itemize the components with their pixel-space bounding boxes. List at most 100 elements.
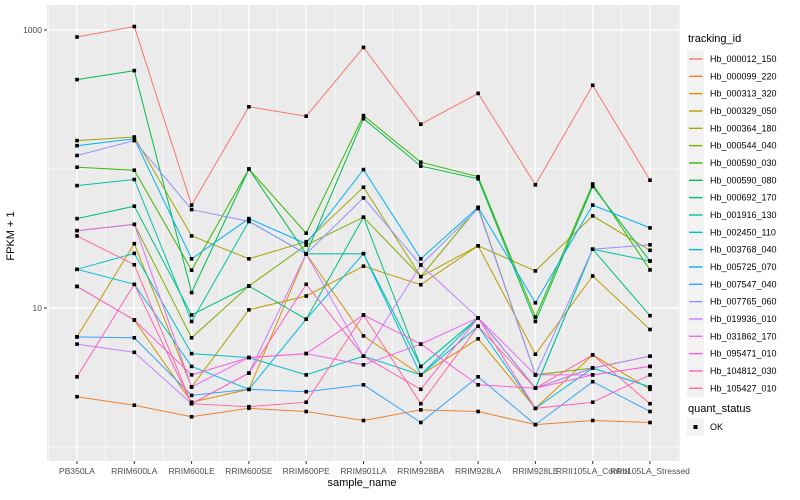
legend-item-label: Hb_003768_040 [710, 245, 777, 255]
data-point [189, 364, 194, 369]
data-point [533, 386, 538, 390]
data-point [361, 313, 366, 317]
data-point [361, 215, 366, 219]
data-point [189, 319, 194, 324]
legend-title-tracking-id: tracking_id [688, 33, 741, 45]
data-point [189, 207, 194, 212]
data-point [590, 274, 595, 278]
x-axis-title: sample_name [327, 477, 396, 489]
data-point [75, 394, 79, 399]
data-point [132, 204, 137, 208]
data-point [132, 24, 137, 29]
x-tick-label: RRIM600LA [111, 466, 158, 476]
data-point [361, 185, 366, 189]
legend-item-Hb_007547_040: Hb_007547_040 [687, 275, 777, 293]
data-point [590, 400, 595, 404]
data-point [361, 167, 366, 172]
legend-item-Hb_000012_150: Hb_000012_150 [687, 50, 777, 68]
data-point [590, 373, 595, 377]
data-point [189, 336, 194, 340]
data-point [361, 196, 366, 200]
data-point [419, 274, 423, 279]
data-point [419, 257, 423, 261]
data-point [361, 383, 366, 387]
data-points [75, 24, 652, 427]
data-point [648, 313, 652, 318]
data-point [590, 83, 595, 88]
quant-ok-point [693, 425, 698, 429]
y-tick-label: 10 [33, 303, 43, 313]
data-point [132, 282, 137, 287]
legend-item-Hb_000692_170: Hb_000692_170 [687, 189, 777, 207]
data-point [132, 336, 137, 340]
data-point [75, 35, 79, 39]
legend-item-label: Hb_031862_170 [710, 331, 777, 341]
legend-item-label: Hb_000692_170 [710, 193, 777, 203]
data-point [533, 406, 538, 411]
data-point [533, 319, 538, 324]
data-point [648, 409, 652, 414]
legend: tracking_id Hb_000012_150 Hb_000099_220 Hb… [687, 33, 777, 436]
data-point [304, 239, 308, 244]
data-point [419, 373, 423, 377]
legend-item-Hb_001916_130: Hb_001916_130 [687, 206, 777, 224]
data-point [419, 263, 423, 267]
data-point [304, 114, 308, 118]
data-point [189, 257, 194, 261]
x-tick-label: RRIM928BA [397, 466, 445, 476]
data-point [132, 177, 137, 182]
data-point [189, 401, 194, 406]
data-point [419, 420, 423, 425]
data-point [419, 164, 423, 168]
legend-item-Hb_000590_030: Hb_000590_030 [687, 154, 777, 172]
data-point [75, 143, 79, 148]
legend-item-Hb_007765_060: Hb_007765_060 [687, 293, 777, 311]
data-point [590, 379, 595, 384]
data-point [361, 354, 366, 358]
legend-item-Hb_000544_040: Hb_000544_040 [687, 137, 777, 155]
x-tick-label: PB350LA [59, 466, 95, 476]
data-point [304, 409, 308, 414]
data-point [75, 228, 79, 233]
data-point [476, 409, 480, 414]
y-tick-label: 1000 [23, 25, 42, 35]
data-point [247, 404, 251, 409]
data-point [75, 183, 79, 188]
data-point [533, 183, 538, 187]
data-point [189, 393, 194, 398]
data-point [75, 138, 79, 143]
data-point [361, 45, 366, 50]
legend-item-label: Hb_000364_180 [710, 123, 777, 133]
quant-status-items: OK [687, 418, 723, 436]
x-tick-label: RRIM901LA [340, 466, 387, 476]
data-point [648, 373, 652, 377]
data-point [590, 184, 595, 189]
data-point [419, 122, 423, 126]
data-point [590, 203, 595, 207]
legend-item-label: Hb_000099_220 [710, 71, 777, 81]
legend-item-label: Hb_002450_110 [710, 227, 776, 237]
data-point [419, 364, 423, 369]
data-point [648, 327, 652, 332]
data-point [247, 167, 251, 171]
data-point [533, 301, 538, 305]
data-point [132, 168, 137, 172]
legend-item-Hb_003768_040: Hb_003768_040 [687, 241, 777, 259]
data-point [132, 318, 137, 322]
data-point [75, 342, 79, 346]
data-point [247, 216, 251, 221]
data-point [648, 401, 652, 406]
data-point [590, 214, 595, 218]
data-point [75, 234, 79, 238]
data-point [361, 334, 366, 338]
legend-item-label: Hb_104812_030 [710, 366, 777, 376]
data-point [132, 403, 137, 407]
data-point [476, 91, 480, 96]
legend-item-label: Hb_000590_030 [710, 158, 777, 168]
x-tick-label: RRIM600SE [225, 466, 273, 476]
data-point [75, 153, 79, 158]
data-point [648, 226, 652, 230]
data-point [648, 268, 652, 272]
data-point [189, 290, 194, 295]
data-point [189, 203, 194, 207]
